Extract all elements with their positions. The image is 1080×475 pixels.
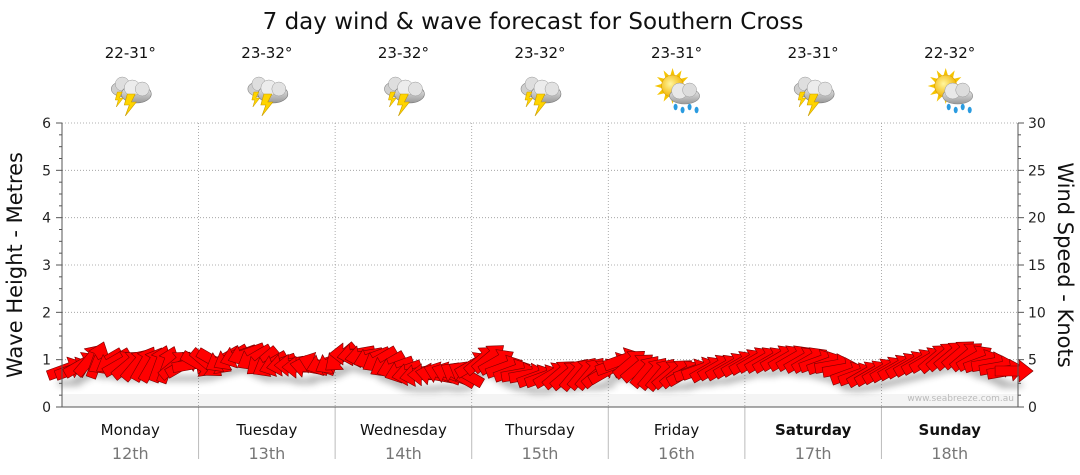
y2-tick-label: 20 [1028, 211, 1046, 227]
day-label: Sunday [919, 421, 982, 439]
y-tick-label: 4 [42, 211, 51, 227]
thunderstorm-icon [110, 76, 152, 117]
y-tick-labels: 0 1 2 3 4 5 6 [42, 116, 51, 416]
day-label: Wednesday [360, 421, 447, 439]
day-column-friday: 23-31° Friday 16th [651, 44, 702, 463]
wind-series [46, 341, 1034, 392]
thunderstorm-icon [247, 76, 289, 117]
y2-tick-label: 25 [1028, 163, 1046, 179]
y-tick-label: 3 [42, 258, 51, 274]
watermark: www.seabreeze.com.au [907, 394, 1014, 404]
thunderstorm-icon [520, 76, 562, 117]
chart-title: 7 day wind & wave forecast for Southern … [263, 9, 804, 35]
date-label: 18th [931, 444, 968, 463]
wind-shadow-blob [72, 375, 91, 382]
day-label: Thursday [504, 421, 575, 439]
day-label: Saturday [775, 421, 852, 439]
axes [61, 123, 1019, 408]
sun-showers-icon [654, 68, 700, 114]
wind-shadow-blob [1005, 382, 1024, 389]
sun-showers-icon [927, 68, 974, 114]
day-label: Tuesday [235, 421, 297, 439]
y-tick-label: 1 [42, 353, 51, 369]
forecast-temp: 22-32° [924, 44, 975, 62]
plot-band [62, 394, 1018, 407]
day-label: Friday [654, 421, 700, 439]
date-label: 16th [658, 444, 695, 463]
date-label: 17th [795, 444, 832, 463]
forecast-temp: 23-32° [378, 44, 429, 62]
day-column-tuesday: 23-32° Tuesday 13th [235, 44, 297, 463]
y2-tick-labels: 0 5 10 15 20 25 30 [1028, 116, 1046, 416]
y-tick-label: 2 [42, 305, 51, 321]
thunderstorm-icon [384, 76, 425, 117]
y2-axis-title: Wind Speed - Knots [1053, 162, 1077, 367]
y-tick-label: 6 [42, 116, 51, 132]
day-column-saturday: 23-31° Saturday 17th [775, 44, 852, 463]
day-columns: 22-31° Monday 12th 23-32° Tuesday 13th 23-32° W… [101, 44, 981, 463]
forecast-temp: 23-31° [788, 44, 839, 62]
y2-tick-label: 15 [1028, 258, 1046, 274]
day-column-sunday: 22-32° Sunday 18th [919, 44, 982, 463]
forecast-temp: 22-31° [105, 44, 156, 62]
y-tick-label: 5 [42, 163, 51, 179]
y2-tick-label: 5 [1028, 353, 1037, 369]
thunderstorm-icon [793, 76, 835, 117]
forecast-temp: 23-32° [241, 44, 292, 62]
day-column-wednesday: 23-32° Wednesday 14th [360, 44, 447, 463]
date-label: 12th [112, 444, 149, 463]
forecast-temp: 23-32° [514, 44, 565, 62]
date-label: 13th [248, 444, 285, 463]
wind-arrow [994, 359, 1034, 383]
day-column-thursday: 23-32° Thursday 15th [504, 44, 575, 463]
y2-tick-label: 10 [1028, 305, 1046, 321]
forecast-temp: 23-31° [651, 44, 702, 62]
y2-tick-label: 0 [1028, 400, 1037, 416]
y2-tick-label: 30 [1028, 116, 1046, 132]
day-column-monday: 22-31° Monday 12th [101, 44, 160, 463]
y-axis-title: Wave Height - Metres [3, 152, 27, 378]
date-label: 14th [385, 444, 422, 463]
wind-shadow-blob [64, 380, 83, 387]
date-label: 15th [522, 444, 559, 463]
wind-shadow-blob [597, 382, 616, 389]
y-tick-label: 0 [42, 400, 51, 416]
day-label: Monday [101, 421, 160, 439]
